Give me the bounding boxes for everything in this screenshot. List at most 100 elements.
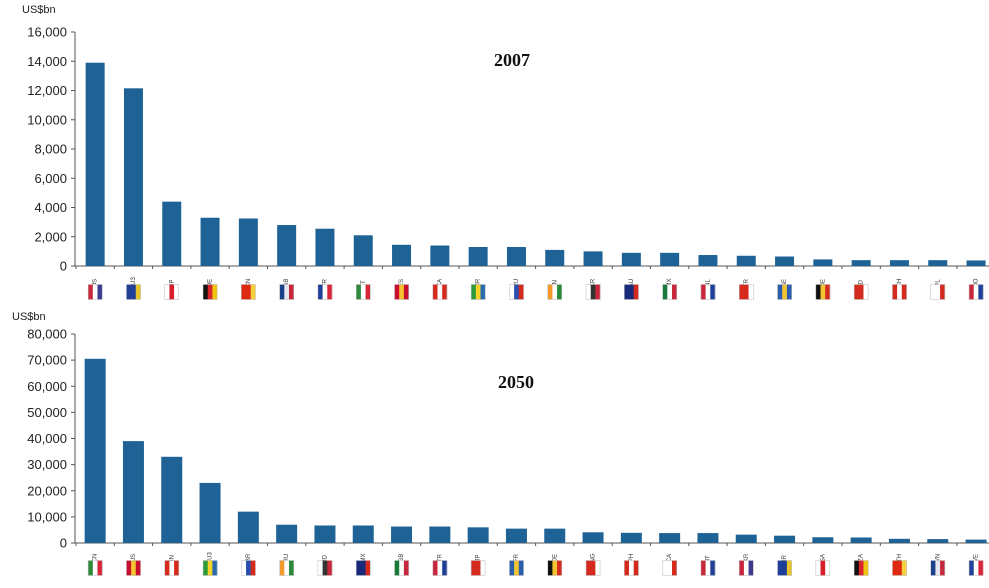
category-label-be: BE [820,279,826,287]
chart-panel-2050: US$bn 2050 0 10,000 20,000 30,000 40,000 50,000… [12,311,989,576]
category-label-id: ID [859,279,865,286]
y-tick-label: 10,000 [27,509,67,524]
category-label-jp: JP [476,554,482,561]
flag-icon-ca [662,560,677,576]
flag-icon-br [241,560,256,576]
bar-de [544,528,566,543]
flag-icon-in [164,560,180,576]
y-tick-label: 4,000 [34,200,67,215]
flag-icon-be [815,284,831,300]
bar-ru [506,246,526,266]
flag-icon-ph [624,560,639,576]
bar-in [545,249,565,266]
flag-icon-fr [317,284,333,300]
bar-ch [889,260,909,266]
category-label-us: US [93,279,99,287]
chart-panel-2007: US$bn 2007 0 2,000 4,000 6,000 8,000 10,000 12,0… [22,4,989,300]
bar-id [851,260,871,266]
flag-icon-ru [279,560,294,576]
flag-icon-eu3 [202,560,218,576]
bar-tr [429,526,451,543]
category-label-gb: GB [399,554,405,563]
bar-cn [84,358,106,543]
bar-br [468,246,488,266]
flag-icon-kr [585,284,601,300]
flag-icon-au [624,284,639,300]
category-label-eu3: EU3 [208,552,214,564]
category-label-ch: CH [897,279,903,288]
y-tick-label: 16,000 [27,25,67,40]
bar-vn [927,539,949,543]
y-tick-label: 60,000 [27,379,67,394]
bar-tr [736,255,756,266]
category-label-fr: FR [514,553,520,562]
flag-icon-ru [509,284,524,300]
bar-ca [659,533,681,543]
category-label-it: IT [361,280,367,286]
category-label-ng: NG [591,553,597,562]
category-label-cn: CN [246,279,252,288]
category-label-es: ES [399,279,405,287]
flag-icon-no [968,284,984,300]
category-label-sa: SA [820,554,826,562]
flag-icon-us [126,560,141,576]
y-tick-label: 80,000 [27,327,67,342]
bar-fr [505,528,527,543]
category-label-gb: GB [284,279,290,288]
y-tick-label: 0 [60,259,67,274]
flag-icon-us [87,284,103,300]
flag-icon-za [853,560,869,576]
bar-ph [620,532,642,543]
flag-icon-br [470,284,486,300]
bar-au [621,252,641,266]
bar-pl [928,260,948,266]
flag-icon-se [777,284,792,300]
bar-ng [582,532,604,543]
bar-se [775,256,795,266]
bar-eu3 [199,482,221,543]
category-label-mx: MX [667,279,673,288]
category-label-br: BR [246,553,252,562]
flag-icon-eu3 [126,284,141,300]
flag-icon-de [202,284,218,300]
bar-jp [467,527,489,543]
bar-eu3 [123,88,143,267]
y-tick-label: 12,000 [27,83,67,98]
flag-icon-fr [509,560,524,576]
y-tick-label: 6,000 [34,171,67,186]
bar-gb [391,526,413,543]
category-label-fr: FR [323,278,329,287]
category-label-ve: VE [974,554,980,562]
y-tick-label: 40,000 [27,431,67,446]
flag-icon-in [547,284,563,300]
category-label-kr: KR [591,278,597,287]
y-unit-label: US$bn [12,311,46,323]
flag-icon-ir [777,560,792,576]
flag-icon-ve [968,560,984,576]
category-label-us: US [131,554,137,562]
category-label-mx: MX [361,554,367,563]
flag-icon-nl [700,284,716,300]
y-tick-label: 8,000 [34,142,67,157]
flag-icon-mx [662,284,677,300]
bar-mx [352,525,374,543]
bar-mx [660,252,680,266]
bar-za [850,537,872,543]
bar-th [888,538,910,543]
flag-icon-ng [585,560,601,576]
category-label-id: ID [323,554,329,561]
category-label-in: IN [552,280,558,286]
flag-icon-cn [87,560,103,576]
bar-id [314,525,336,543]
y-tick-label: 30,000 [27,457,67,472]
category-label-ph: PH [629,554,635,562]
flag-icon-tr [432,560,448,576]
bar-de [200,217,220,266]
y-tick-label: 14,000 [27,54,67,69]
y-tick-label: 2,000 [34,229,67,244]
category-label-br: BR [476,278,482,287]
flag-icon-ch [892,284,907,300]
bar-sa [812,537,834,543]
category-label-nl: NL [706,279,712,287]
